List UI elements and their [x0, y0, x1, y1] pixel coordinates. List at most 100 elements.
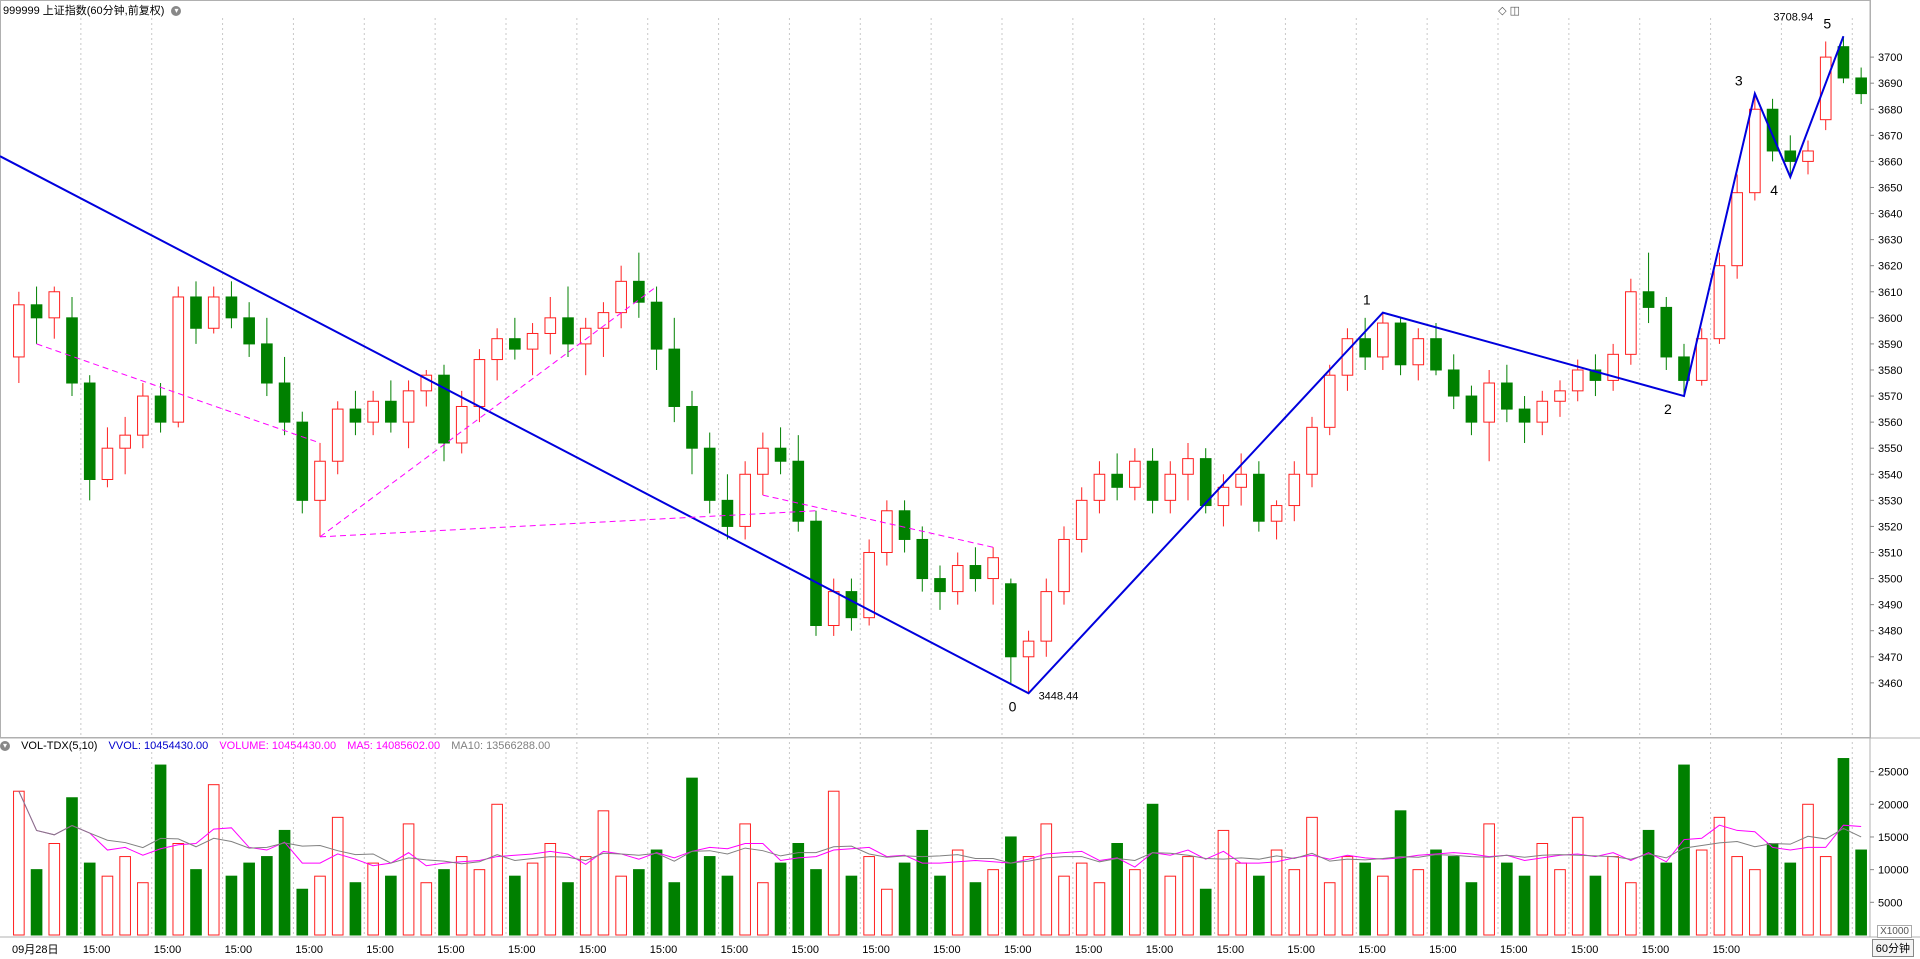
volume-bar	[420, 882, 433, 936]
candle-body	[278, 382, 291, 423]
wave-label: 3	[1735, 73, 1743, 89]
volume-bar	[739, 823, 751, 936]
candle-body	[1571, 369, 1584, 392]
period-tag[interactable]: 60分钟	[1871, 939, 1914, 957]
candle-body	[491, 338, 503, 361]
candle-body	[827, 591, 840, 626]
volume-bar	[633, 869, 645, 936]
volume-indicator-name: VOL-TDX(5,10)	[21, 740, 98, 752]
volume-bar	[1625, 882, 1637, 936]
y-tick-label: 3640	[1878, 209, 1902, 221]
x-tick-label: 15:00	[1075, 944, 1103, 956]
volume-bar	[101, 875, 114, 936]
candle-body	[1341, 338, 1354, 376]
candle-body	[1199, 458, 1212, 507]
candle-body	[1040, 591, 1053, 642]
candle-body	[83, 382, 96, 480]
candle-body	[1253, 473, 1265, 522]
volume-bar	[83, 862, 96, 936]
candle-body	[30, 304, 43, 319]
volume-bar	[278, 829, 291, 936]
candle-body	[1855, 77, 1867, 95]
candle-body	[207, 296, 220, 329]
candle-body	[579, 327, 592, 345]
volume-bar	[1855, 849, 1867, 936]
candle-body	[1075, 499, 1088, 540]
extreme-value-label: 3448.44	[1039, 690, 1079, 702]
chevron-down-icon[interactable]: ▾	[171, 6, 182, 17]
candle-body	[119, 434, 131, 449]
volume-bar	[1536, 843, 1549, 936]
candle-body	[1394, 322, 1407, 366]
candle-body	[792, 460, 805, 522]
candle-body	[650, 301, 663, 350]
volume-bar	[827, 790, 840, 936]
x-tick-label: 15:00	[933, 944, 961, 956]
volume-bar	[1253, 875, 1265, 936]
y-tick-label: 3650	[1878, 182, 1902, 194]
x-tick-label: 15:00	[1287, 944, 1315, 956]
volume-bar	[1660, 862, 1673, 936]
candle-body	[1695, 338, 1708, 381]
candle-body	[774, 447, 787, 462]
x-tick-label: 09月28日	[12, 944, 58, 956]
extreme-value-label: 3708.94	[1773, 11, 1813, 23]
candle-body	[526, 332, 539, 350]
candle-body	[1182, 458, 1194, 475]
volume-bar	[845, 875, 858, 936]
volume-bar	[1483, 823, 1495, 936]
candle-body	[509, 338, 521, 350]
volume-bar	[757, 882, 769, 936]
volume-bar	[1784, 862, 1797, 936]
candle-body	[969, 565, 982, 580]
volume-bar	[1005, 836, 1017, 936]
candle-body	[898, 510, 911, 540]
candle-body	[1802, 150, 1814, 162]
candle-body	[934, 578, 946, 593]
volume-bar	[1129, 869, 1141, 936]
x-tick-label: 15:00	[225, 944, 253, 956]
wave-label: 4	[1770, 182, 1778, 198]
volume-bar	[172, 843, 185, 936]
candle-body	[1093, 473, 1106, 501]
candle-body	[1625, 291, 1637, 355]
candle-body	[1837, 46, 1850, 79]
volume-bar	[1022, 856, 1035, 936]
candle-body	[1323, 374, 1336, 428]
candle-body	[455, 405, 468, 444]
candle-body	[881, 510, 893, 553]
candle-body	[137, 395, 149, 436]
x-tick-label: 15:00	[154, 944, 182, 956]
candle-body	[1766, 108, 1779, 152]
x-tick-label: 15:00	[1146, 944, 1174, 956]
volume-bar	[1554, 869, 1566, 936]
volume-bar	[1164, 875, 1177, 936]
candle-body	[349, 408, 362, 423]
y-tick-label: 3660	[1878, 156, 1902, 168]
candle-body	[1518, 408, 1531, 423]
ma10-line	[18, 791, 1862, 865]
volume-bar	[438, 869, 450, 936]
volume-bar	[863, 856, 875, 936]
wave-label: 0	[1009, 698, 1017, 714]
candle-body	[1022, 640, 1035, 658]
volume-bar	[1394, 810, 1407, 936]
volume-panel-header: ▾ VOL-TDX(5,10) VVOL: 10454430.00 VOLUME…	[0, 740, 558, 752]
volume-bar	[1447, 856, 1460, 936]
candle-body	[1447, 369, 1460, 397]
candle-body	[1589, 369, 1602, 381]
chevron-down-icon[interactable]: ▾	[0, 741, 10, 752]
volume-bar	[491, 803, 503, 936]
candle-body	[1359, 338, 1371, 358]
candle-body	[863, 551, 875, 619]
y-tick-label: 3630	[1878, 235, 1902, 247]
candle-body	[1465, 395, 1478, 423]
candle-body	[1217, 486, 1230, 507]
candle-body	[101, 447, 114, 480]
diamond-icon[interactable]: ◇	[1498, 5, 1507, 17]
volume-bar	[349, 882, 362, 936]
volume-bar	[1058, 875, 1070, 936]
candle-body	[1483, 382, 1495, 423]
volume-bar	[1412, 869, 1425, 936]
restore-icon[interactable]: ◫	[1509, 5, 1520, 17]
